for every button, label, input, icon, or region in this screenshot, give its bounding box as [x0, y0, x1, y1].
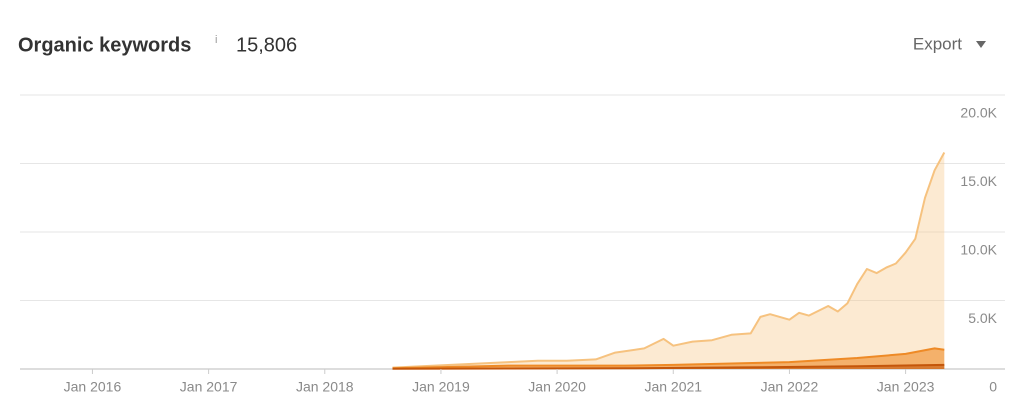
x-tick-label: Jan 2019: [412, 379, 470, 395]
area: [392, 152, 945, 369]
info-icon[interactable]: i: [215, 34, 217, 46]
x-tick-label: Jan 2020: [528, 379, 586, 395]
line: [392, 347, 945, 370]
x-tick-label: Jan 2022: [761, 379, 819, 395]
x-tick-label: Jan 2021: [644, 379, 702, 395]
export-arrow[interactable]: [976, 41, 986, 48]
plot: [392, 152, 946, 370]
x-tick-label: Jan 2023: [877, 379, 935, 395]
export-button[interactable]: Export: [913, 34, 962, 53]
y-tick-label: 5.0K: [968, 310, 997, 326]
y-tick-label: 15.0K: [960, 173, 997, 189]
y-tick-label: 20.0K: [960, 105, 997, 121]
y-tick-label: 10.0K: [960, 242, 997, 258]
x-tick-label: Jan 2018: [296, 379, 354, 395]
line: [392, 152, 946, 369]
axes: 0 5.0K 10.0K 15.0K 20.0K Jan 2016 Jan 2017 Jan …: [64, 105, 998, 395]
area: [392, 364, 945, 369]
x-tick-label: Jan 2016: [64, 379, 122, 395]
title: Organic keywords: [18, 34, 191, 56]
total: 15,806: [236, 34, 297, 56]
y-tick-label: 0: [989, 379, 997, 395]
line: [392, 363, 945, 370]
x-tick-label: Jan 2017: [180, 379, 238, 395]
area: [392, 348, 945, 369]
